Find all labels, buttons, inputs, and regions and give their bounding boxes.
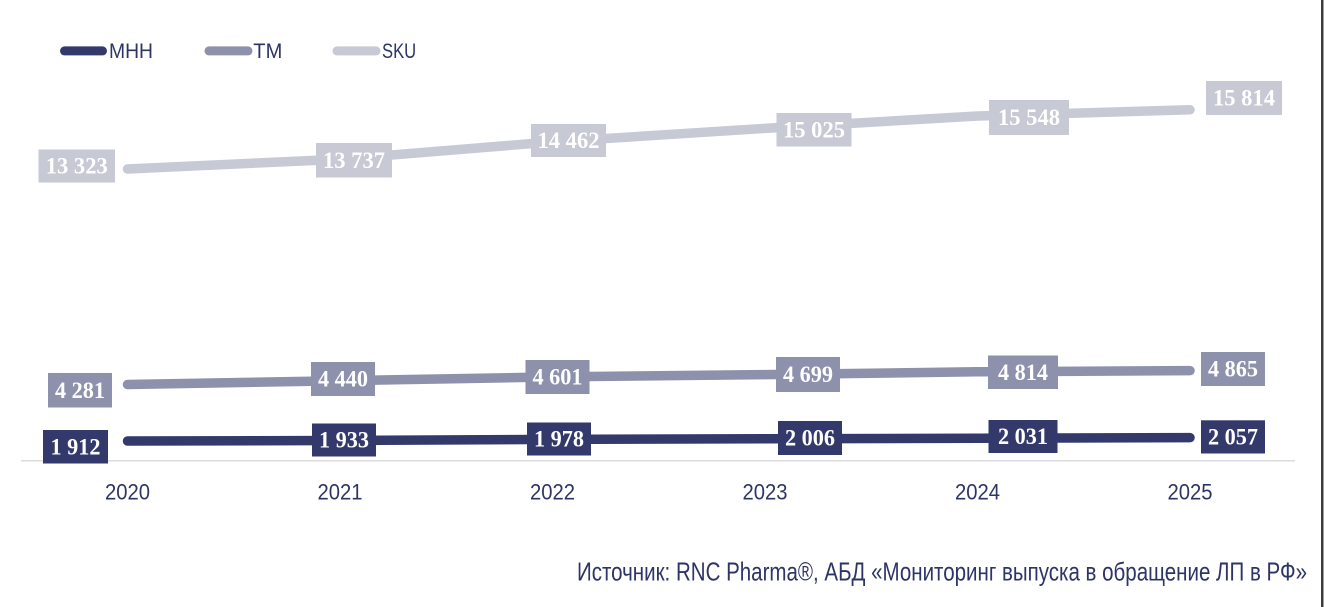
svg-text:2022: 2022 [530,480,575,505]
svg-text:13 737: 13 737 [323,148,385,173]
svg-text:2 057: 2 057 [1208,425,1258,450]
svg-text:2024: 2024 [955,480,1000,505]
svg-text:4 440: 4 440 [318,367,368,392]
svg-text:2 031: 2 031 [998,424,1048,449]
svg-text:2025: 2025 [1168,480,1213,505]
svg-text:2023: 2023 [743,480,788,505]
svg-text:2020: 2020 [105,480,150,505]
svg-text:15 548: 15 548 [998,105,1060,130]
svg-text:1 933: 1 933 [319,428,369,453]
svg-text:13 323: 13 323 [46,154,108,179]
svg-text:4 865: 4 865 [1208,357,1258,382]
svg-text:4 814: 4 814 [998,360,1048,385]
svg-text:Источник: RNC Pharma®, АБД «Мо: Источник: RNC Pharma®, АБД «Мониторинг в… [577,556,1307,586]
svg-text:15 814: 15 814 [1213,86,1275,111]
svg-text:ТМ: ТМ [253,40,282,63]
svg-text:4 601: 4 601 [533,365,583,390]
svg-text:1 912: 1 912 [51,434,101,459]
svg-text:2 006: 2 006 [785,426,835,451]
svg-text:14 462: 14 462 [538,128,600,153]
svg-text:4 699: 4 699 [783,362,833,387]
svg-text:МНН: МНН [109,40,153,63]
svg-text:4 281: 4 281 [55,378,105,403]
svg-text:15 025: 15 025 [783,117,845,142]
svg-text:SKU: SKU [382,40,416,63]
svg-text:1 978: 1 978 [534,427,584,452]
svg-text:2021: 2021 [318,480,363,505]
